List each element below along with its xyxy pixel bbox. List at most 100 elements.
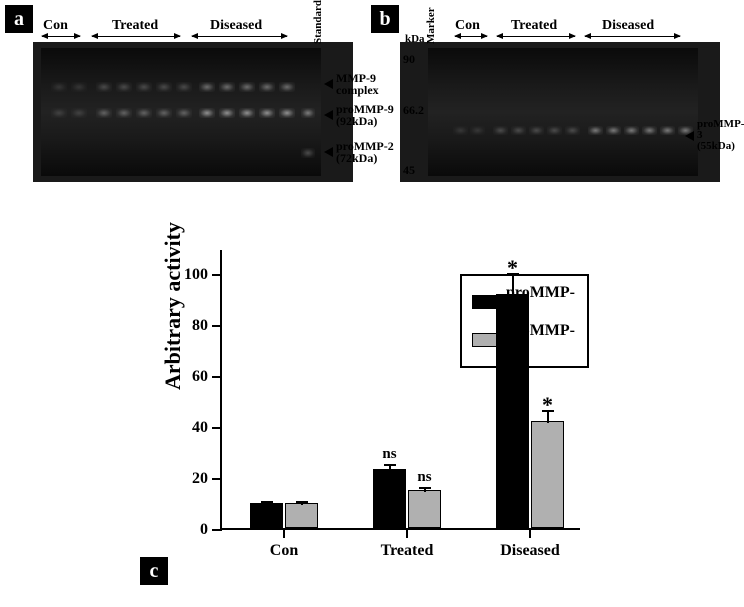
significance-marker: ns bbox=[382, 446, 396, 463]
marker-weight: 90 bbox=[403, 52, 415, 67]
gel-band bbox=[259, 82, 275, 92]
gel-band bbox=[279, 108, 295, 118]
chart-bar bbox=[373, 469, 406, 528]
y-tick-label: 0 bbox=[200, 521, 208, 539]
gel-annotation: proMMP-3(55kDa) bbox=[685, 119, 744, 152]
gel-band bbox=[136, 108, 152, 118]
gel-band bbox=[606, 126, 621, 135]
gel-group-label: Con bbox=[43, 18, 68, 34]
group-arrow bbox=[192, 36, 287, 37]
group-arrow bbox=[92, 36, 180, 37]
gel-band bbox=[301, 108, 315, 118]
y-tick bbox=[212, 427, 222, 429]
gel-band bbox=[259, 108, 275, 118]
legend-swatch bbox=[472, 295, 498, 309]
group-arrow bbox=[42, 36, 80, 37]
gel-band bbox=[565, 126, 580, 135]
standard-label: Standard bbox=[312, 0, 324, 44]
gel-band bbox=[51, 82, 67, 92]
error-cap bbox=[419, 487, 431, 489]
gel-annotation: MMP-9complex bbox=[324, 72, 379, 96]
error-cap bbox=[384, 464, 396, 466]
gel-group-label: Treated bbox=[112, 18, 158, 34]
y-axis-label: Arbitrary activity bbox=[160, 222, 186, 390]
group-arrow bbox=[585, 36, 680, 37]
plot-area: proMMP-9proMMP-3 020406080100ConTreatedn… bbox=[220, 250, 580, 530]
x-tick bbox=[283, 528, 285, 538]
pointer-icon bbox=[685, 131, 694, 141]
group-arrow bbox=[497, 36, 575, 37]
gel-band bbox=[96, 82, 112, 92]
gel-band bbox=[239, 108, 255, 118]
significance-marker: ns bbox=[417, 469, 431, 486]
chart-bar bbox=[531, 421, 564, 528]
gel-band bbox=[588, 126, 603, 135]
gel-band bbox=[176, 82, 192, 92]
chart-bar bbox=[408, 490, 441, 528]
x-tick-label: Treated bbox=[381, 542, 434, 560]
gel-band bbox=[624, 126, 639, 135]
pointer-icon bbox=[324, 79, 333, 89]
gel-annotation: proMMP-2(72kDa) bbox=[324, 140, 394, 164]
kda-header: kDa bbox=[405, 33, 425, 45]
marker-label: Marker bbox=[425, 7, 437, 44]
gel-band bbox=[642, 126, 657, 135]
gel-band bbox=[301, 148, 315, 158]
x-tick-label: Con bbox=[270, 542, 298, 560]
x-tick-label: Diseased bbox=[500, 542, 560, 560]
gel-b-container bbox=[400, 42, 720, 182]
y-tick bbox=[212, 274, 222, 276]
x-tick bbox=[406, 528, 408, 538]
panel-label-a: a bbox=[5, 5, 33, 33]
gel-band bbox=[176, 108, 192, 118]
gel-group-label: Treated bbox=[511, 18, 557, 34]
gel-band bbox=[199, 108, 215, 118]
bar-chart: Arbitrary activity proMMP-9proMMP-3 0204… bbox=[140, 230, 610, 580]
gel-band bbox=[511, 126, 526, 135]
error-cap bbox=[296, 501, 308, 503]
gel-band bbox=[136, 82, 152, 92]
chart-bar bbox=[496, 294, 529, 528]
gel-band bbox=[116, 82, 132, 92]
error-cap bbox=[261, 501, 273, 503]
gel-band bbox=[529, 126, 544, 135]
gel-band bbox=[156, 108, 172, 118]
panel-label-b: b bbox=[371, 5, 399, 33]
gel-band bbox=[493, 126, 508, 135]
gel-group-label: Con bbox=[455, 18, 480, 34]
gel-band bbox=[660, 126, 675, 135]
y-tick bbox=[212, 376, 222, 378]
y-tick-label: 40 bbox=[192, 419, 208, 437]
gel-b-image bbox=[428, 48, 698, 176]
y-tick-label: 80 bbox=[192, 317, 208, 335]
gel-band bbox=[219, 82, 235, 92]
gel-band bbox=[219, 108, 235, 118]
significance-marker: * bbox=[542, 392, 553, 418]
gel-band bbox=[239, 82, 255, 92]
marker-weight: 66.2 bbox=[403, 103, 424, 118]
gel-band bbox=[156, 82, 172, 92]
gel-band bbox=[71, 82, 87, 92]
y-tick bbox=[212, 529, 222, 531]
significance-marker: * bbox=[507, 255, 518, 281]
y-tick bbox=[212, 325, 222, 327]
chart-bar bbox=[250, 503, 283, 528]
chart-bar bbox=[285, 503, 318, 528]
gel-band bbox=[279, 82, 295, 92]
gel-band bbox=[51, 108, 67, 118]
gel-band bbox=[116, 108, 132, 118]
gel-group-label: Diseased bbox=[210, 18, 262, 34]
pointer-icon bbox=[324, 147, 333, 157]
legend-swatch bbox=[472, 333, 498, 347]
gel-band bbox=[71, 108, 87, 118]
gel-annotation: proMMP-9(92kDa) bbox=[324, 103, 394, 127]
y-tick-label: 100 bbox=[184, 266, 208, 284]
gel-band bbox=[470, 126, 485, 135]
y-tick-label: 20 bbox=[192, 470, 208, 488]
gel-band bbox=[199, 82, 215, 92]
pointer-icon bbox=[324, 110, 333, 120]
gel-band bbox=[547, 126, 562, 135]
group-arrow bbox=[455, 36, 487, 37]
x-tick bbox=[529, 528, 531, 538]
marker-weight: 45 bbox=[403, 163, 415, 178]
